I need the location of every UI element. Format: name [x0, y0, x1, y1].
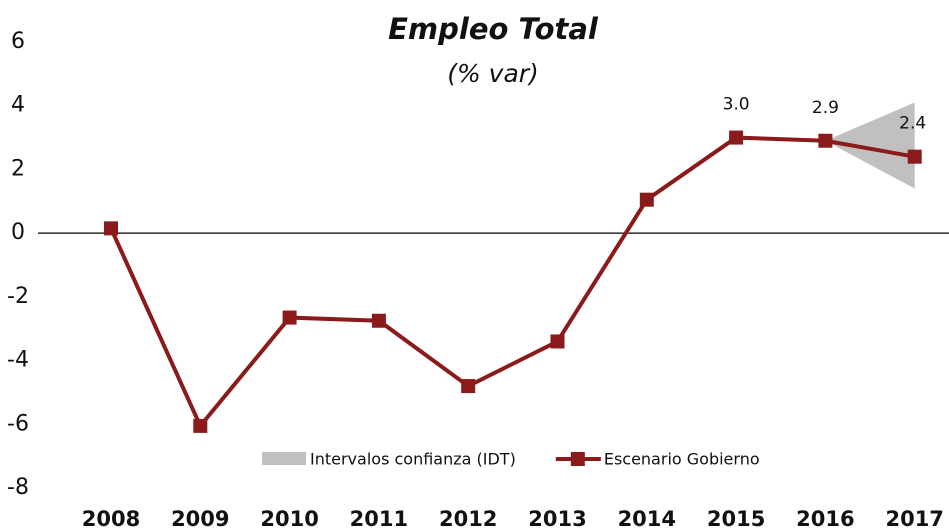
marker — [104, 221, 118, 236]
y-tick-label: 2 — [11, 156, 25, 181]
confidence-band — [825, 102, 915, 189]
marker — [818, 133, 833, 148]
marker — [550, 334, 565, 349]
legend-label: Escenario Gobierno — [604, 450, 760, 469]
marker — [729, 130, 744, 145]
x-tick-label: 2014 — [618, 507, 676, 531]
x-tick-label: 2016 — [796, 507, 854, 531]
x-tick-label: 2013 — [528, 507, 586, 531]
y-tick-label: 4 — [11, 93, 25, 118]
x-tick-label: 2010 — [260, 507, 318, 531]
x-tick-label: 2009 — [171, 507, 229, 531]
chart-subtitle: (% var) — [447, 59, 539, 88]
x-tick-label: 2017 — [885, 507, 943, 531]
value-label: 3.0 — [723, 95, 750, 115]
marker — [639, 192, 654, 207]
legend-marker — [570, 452, 585, 466]
y-tick-label: -8 — [7, 475, 29, 500]
legend-swatch — [262, 452, 306, 465]
x-tick-label: 2012 — [439, 507, 497, 531]
y-tick-label: 6 — [11, 29, 25, 54]
y-tick-label: 0 — [11, 220, 25, 245]
y-tick-label: -2 — [7, 284, 29, 309]
y-tick-label: -6 — [7, 411, 29, 436]
marker — [193, 418, 208, 433]
x-tick-label: 2008 — [82, 507, 140, 531]
chart-title: Empleo Total — [388, 12, 599, 46]
x-tick-label: 2011 — [350, 507, 408, 531]
y-tick-label: -4 — [7, 348, 29, 373]
marker — [371, 313, 386, 328]
legend-label: Intervalos confianza (IDT) — [310, 450, 516, 469]
x-tick-label: 2015 — [707, 507, 765, 531]
marker — [461, 379, 476, 394]
value-label: 2.4 — [899, 114, 926, 134]
marker — [907, 149, 922, 164]
series-line — [109, 135, 916, 430]
marker — [282, 310, 297, 325]
value-label: 2.9 — [812, 98, 839, 118]
